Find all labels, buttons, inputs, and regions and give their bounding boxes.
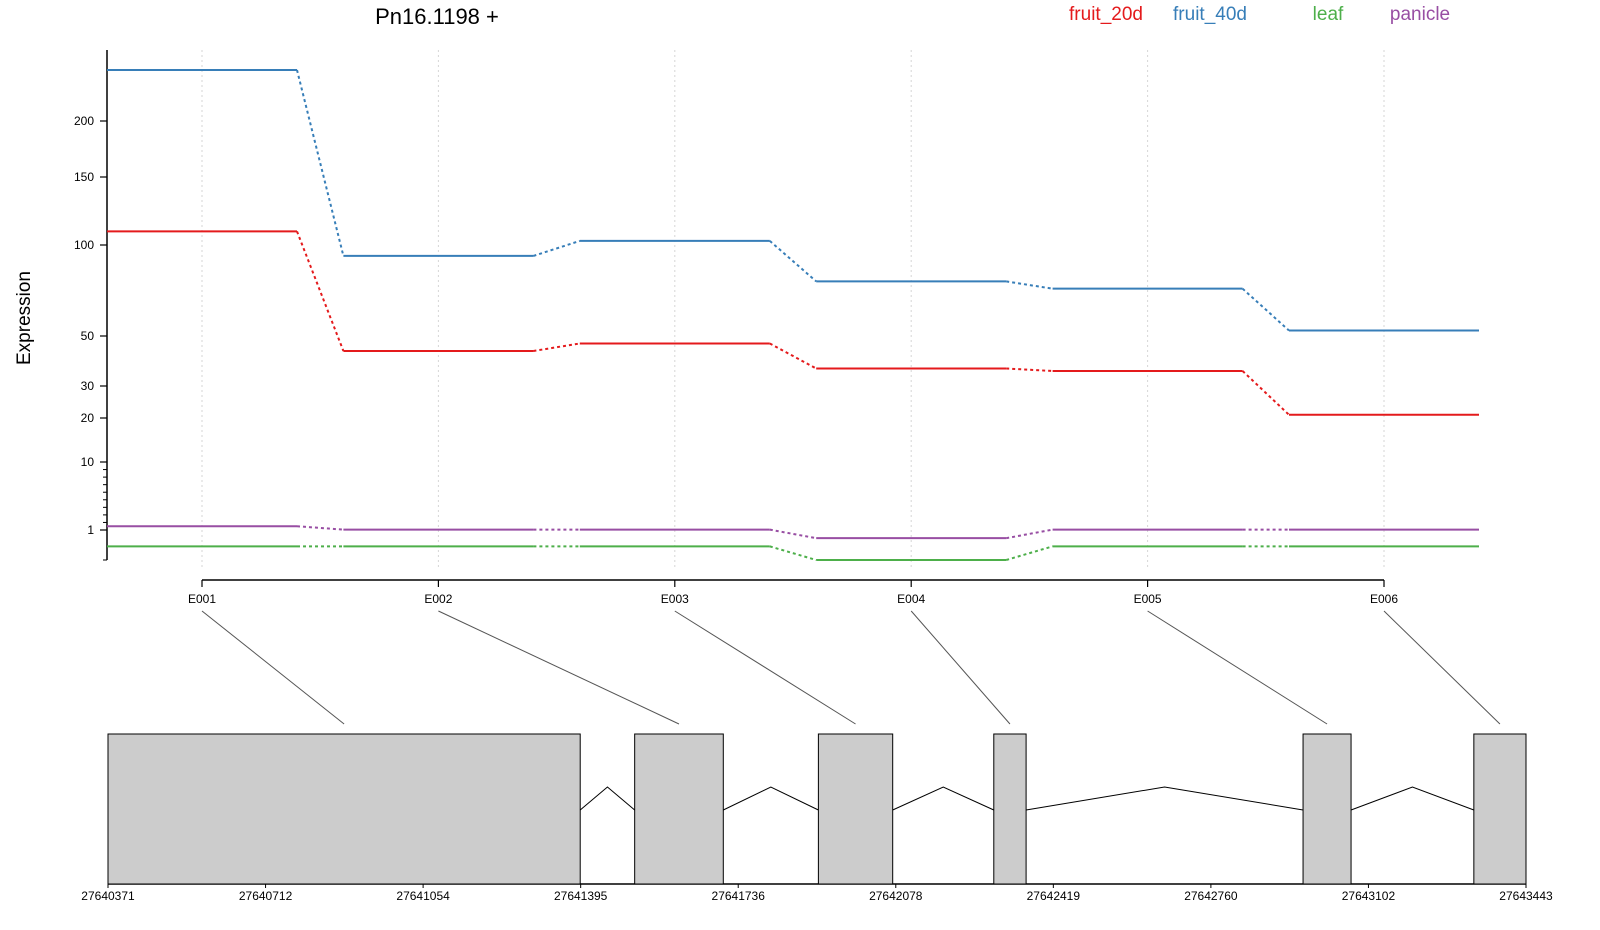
genomic-coordinate-label: 27641054 (396, 889, 450, 903)
intron (892, 786, 994, 811)
y-tick-label: 150 (74, 170, 94, 184)
exon-connector (910, 610, 1011, 725)
y-tick-label: 20 (81, 411, 95, 425)
genomic-coordinate-label: 27640712 (239, 889, 293, 903)
exon-E003 (817, 733, 894, 885)
series-connector (296, 231, 345, 352)
y-tick-label: 200 (74, 114, 94, 128)
exon-E005 (1302, 733, 1352, 885)
y-tick-label: 50 (81, 329, 95, 343)
legend-entry-panicle: panicle (1390, 4, 1450, 25)
y-tick-label: 30 (81, 379, 95, 393)
x-tick-label: E006 (1370, 592, 1398, 606)
legend-entry-leaf: leaf (1313, 4, 1344, 25)
exon-E006 (1473, 733, 1527, 885)
intron (579, 786, 635, 811)
exon-E004 (993, 733, 1027, 885)
legend-entry-fruit_40d: fruit_40d (1173, 4, 1247, 25)
series-leaf (107, 545, 1479, 561)
intron (1350, 786, 1475, 811)
series-connector (296, 69, 345, 257)
x-tick-label: E004 (897, 592, 925, 606)
legend-entry-fruit_20d: fruit_20d (1069, 4, 1143, 25)
exon-connector (438, 610, 680, 725)
genomic-coordinate-label: 27641736 (712, 889, 766, 903)
x-tick-label: E002 (424, 592, 452, 606)
genomic-coordinate-label: 27642419 (1027, 889, 1081, 903)
chart-title: Pn16.1198 + (375, 4, 499, 29)
y-tick-label: 1 (87, 523, 94, 537)
series-connector (769, 545, 817, 561)
genomic-coordinate-label: 27641395 (554, 889, 608, 903)
genomic-coordinate-label: 27642078 (869, 889, 923, 903)
series-connector (1241, 370, 1290, 416)
series-connector (533, 239, 581, 257)
series-fruit_20d (107, 230, 1479, 416)
series-panicle (107, 525, 1479, 540)
grid-layer (201, 50, 1385, 570)
exon-E001 (107, 733, 581, 885)
genomic-coordinate-label: 27643102 (1342, 889, 1396, 903)
legend: fruit_20d fruit_40d leaf panicle (1069, 4, 1450, 25)
intron (1026, 786, 1304, 811)
y-tick-label: 10 (81, 455, 95, 469)
series-connector (296, 525, 344, 531)
series-connector (1006, 367, 1053, 372)
series-connector (769, 240, 817, 283)
exon-E002 (634, 733, 724, 885)
series-connector (1006, 528, 1053, 540)
x-tick-label: E003 (661, 592, 689, 606)
series-connector (1006, 280, 1053, 290)
genomic-coordinate-label: 27640371 (81, 889, 135, 903)
series-layer (107, 69, 1479, 561)
y-axis-label: Expression (14, 271, 35, 365)
exon-connector (674, 610, 856, 725)
x-tick-label: E005 (1134, 592, 1162, 606)
genomic-coordinate-label: 27643443 (1499, 889, 1553, 903)
series-fruit_40d (107, 69, 1479, 332)
gene-model: 27640371 27640712 27641054 27641395 27641736… (81, 733, 1553, 903)
intron (723, 786, 819, 811)
exon-connector (1147, 610, 1328, 725)
exon-connector (201, 610, 345, 725)
y-tick-label: 100 (74, 238, 94, 252)
genomic-coordinate-label: 27642760 (1184, 889, 1238, 903)
axes-layer: 1 10 20 30 50 100 150 200 E001 E002 E003 E004 E005 E0… (74, 50, 1398, 606)
series-connector (1005, 545, 1053, 561)
series-connector (769, 342, 817, 370)
series-connector (533, 342, 580, 352)
series-connector (769, 528, 817, 540)
x-tick-label: E001 (188, 592, 216, 606)
series-connector (1241, 287, 1290, 332)
connector-layer (201, 610, 1501, 725)
exon-connector (1383, 610, 1501, 725)
